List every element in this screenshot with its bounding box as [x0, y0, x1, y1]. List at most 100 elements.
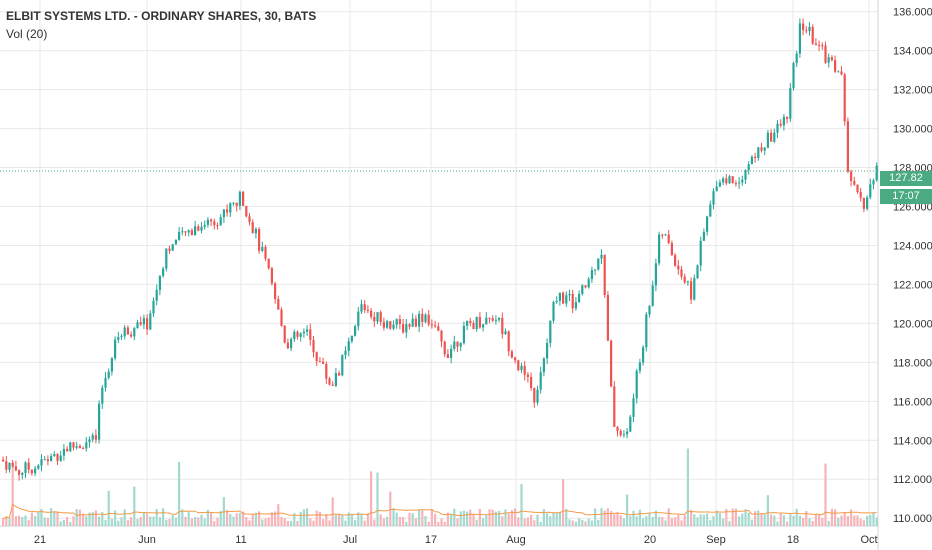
candle-body: [229, 203, 232, 213]
volume-bar: [331, 497, 334, 526]
volume-bar: [558, 511, 561, 526]
volume-bar: [219, 510, 222, 526]
candle-body: [610, 340, 613, 387]
volume-bar: [258, 511, 261, 526]
time-tick-label: 11: [235, 534, 246, 546]
volume-bar: [325, 514, 328, 526]
candle-body: [498, 317, 501, 320]
volume-bar: [85, 516, 88, 526]
volume-bar: [181, 509, 184, 526]
volume-bar: [818, 514, 821, 526]
candle-body: [376, 312, 379, 322]
candle-body: [549, 320, 552, 343]
candle-body: [40, 459, 43, 466]
volume-bar: [594, 508, 597, 526]
candle-body: [101, 387, 104, 404]
volume-bar: [731, 508, 734, 526]
candle-body: [840, 71, 843, 75]
candle-body: [456, 341, 459, 347]
candle-body: [584, 285, 587, 288]
volume-bar: [309, 518, 312, 526]
candle-body: [315, 352, 318, 362]
volume-bar: [226, 509, 229, 526]
volume-bar: [520, 483, 523, 526]
volume-bar: [418, 509, 421, 526]
volume-bar: [229, 513, 232, 526]
volume-bar: [133, 486, 136, 526]
volume-bar: [238, 513, 241, 526]
candle-body: [718, 182, 721, 187]
volume-bar: [805, 511, 808, 526]
candle-body: [475, 316, 478, 330]
volume-bar: [869, 514, 872, 526]
candle-body: [392, 324, 395, 329]
candle-body: [136, 322, 139, 329]
candle-body: [862, 197, 865, 209]
time-tick-label: 18: [787, 534, 799, 546]
candle-body: [738, 182, 741, 184]
candle-body: [830, 57, 833, 61]
volume-bar: [315, 510, 318, 526]
candle-body: [232, 202, 235, 204]
candle-body: [78, 446, 81, 449]
volume-bar: [299, 512, 302, 526]
volume-bar: [376, 472, 379, 526]
candle-body: [264, 246, 267, 259]
volume-bar: [798, 515, 801, 526]
volume-bar: [40, 509, 43, 526]
volume-bar: [738, 516, 741, 526]
volume-bar: [811, 521, 814, 526]
candle-body: [72, 442, 75, 448]
candle-body: [613, 386, 616, 427]
candle-body: [469, 320, 472, 324]
candle-body: [370, 310, 373, 317]
candle-body: [46, 459, 49, 462]
price-tick-label: 122.000: [893, 279, 932, 291]
volume-bar: [840, 515, 843, 526]
volume-bar: [101, 511, 104, 526]
candle-body: [130, 334, 133, 337]
volume-bar: [821, 517, 824, 526]
volume-bar: [235, 513, 238, 526]
volume-bar: [306, 508, 309, 526]
candle-body: [731, 176, 734, 184]
price-candles: [2, 18, 878, 481]
time-tick-label: Oct: [860, 534, 877, 546]
candle-body: [24, 462, 27, 473]
volume-bar: [27, 520, 30, 526]
volume-bar: [539, 521, 542, 526]
volume-bar: [645, 516, 648, 526]
candle-body: [712, 191, 715, 205]
candle-body: [331, 384, 334, 386]
volume-bar: [632, 510, 635, 526]
volume-bar: [11, 463, 14, 526]
volume-bar: [312, 520, 315, 526]
candle-body: [843, 74, 846, 122]
volume-bar: [165, 519, 168, 526]
candle-body: [466, 320, 469, 326]
candle-body: [421, 313, 424, 322]
candle-body: [824, 45, 827, 63]
time-tick-label: Jul: [343, 534, 357, 546]
volume-bar: [178, 461, 181, 526]
volume-bar: [456, 518, 459, 526]
volume-bar: [658, 516, 661, 526]
price-tick-label: 120.000: [893, 318, 932, 330]
candle-body: [786, 116, 789, 119]
volume-bar: [443, 521, 446, 526]
candle-body: [821, 45, 824, 47]
volume-bar: [622, 518, 625, 526]
candle-body: [350, 335, 353, 342]
volume-bar: [251, 514, 254, 526]
price-axis[interactable]: 110.000 112.000 114.000 116.000 118.000 120.0…: [893, 7, 932, 526]
candle-body: [574, 302, 577, 309]
candle-body: [162, 268, 165, 276]
candle-body: [616, 426, 619, 431]
volume-bar: [654, 510, 657, 526]
volume-bar: [283, 518, 286, 526]
volume-bar: [338, 513, 341, 526]
candle-body: [834, 60, 837, 72]
time-axis[interactable]: 21 Jun 11 Jul 17 Aug 20 Sep 18 Oct: [34, 534, 878, 546]
volume-bar: [773, 515, 776, 526]
